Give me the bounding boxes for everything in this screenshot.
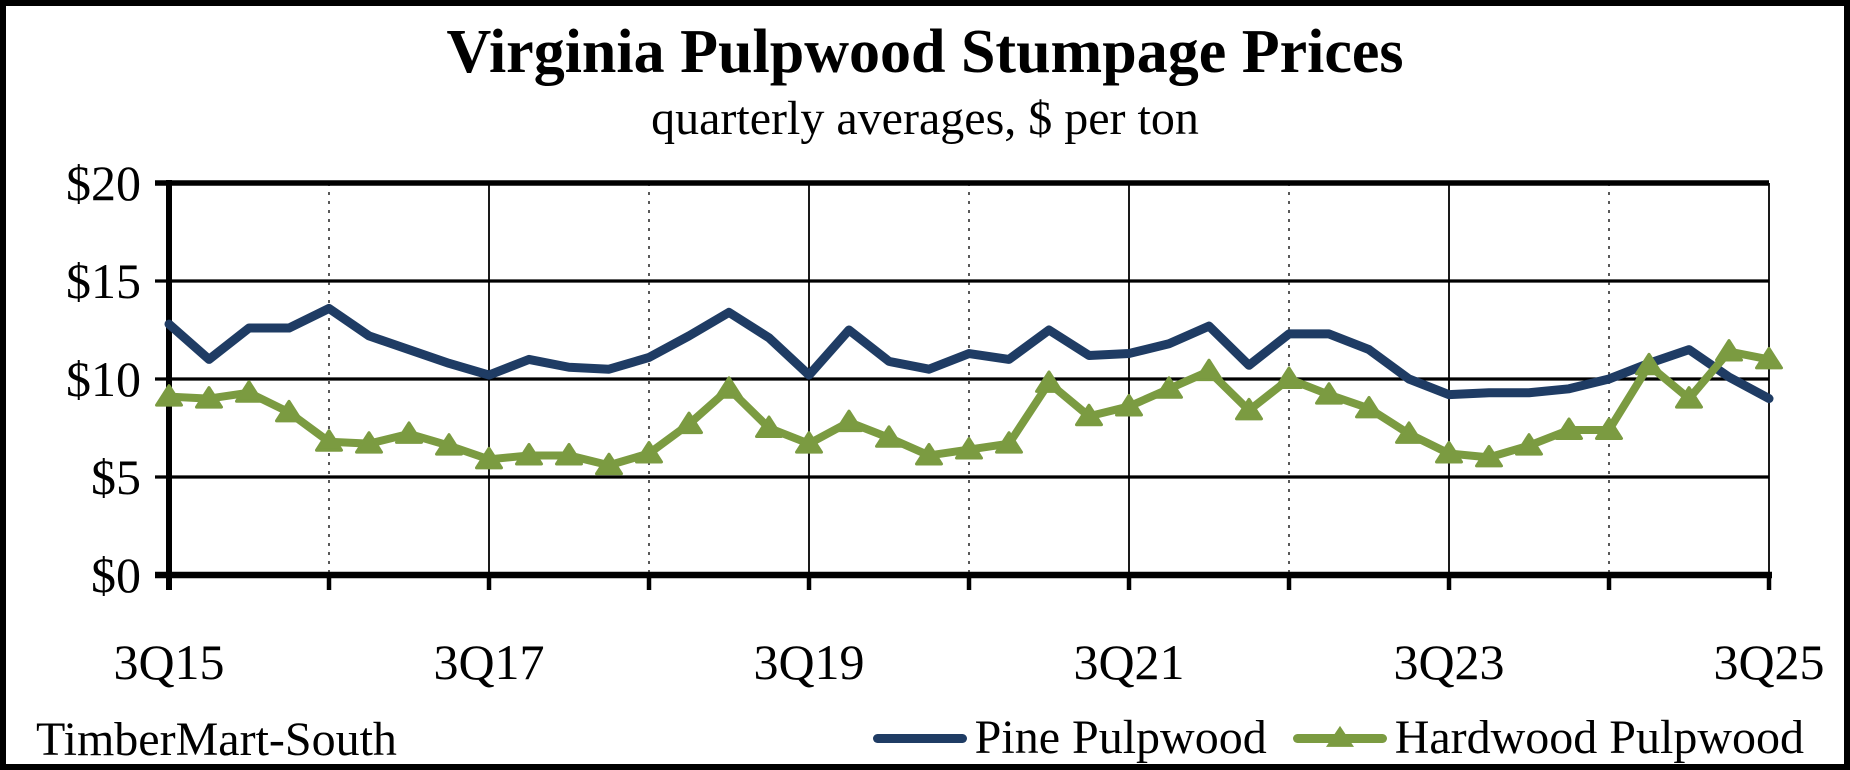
hardwood-marker-triangle-icon xyxy=(595,452,623,476)
hardwood-marker-triangle-icon xyxy=(1595,417,1623,440)
hardwood-marker-triangle-icon xyxy=(995,431,1023,454)
hardwood-marker-triangle-icon xyxy=(1195,358,1223,382)
chart-subtitle: quarterly averages, $ per ton xyxy=(651,92,1199,145)
hardwood-marker-triangle-icon xyxy=(1235,397,1263,421)
y-axis-tick-label: $5 xyxy=(91,449,141,505)
y-axis-tick-label: $10 xyxy=(66,351,141,407)
hardwood-marker-triangle-icon xyxy=(1715,339,1743,362)
hardwood-marker-triangle-icon xyxy=(515,442,543,466)
hardwood-marker-triangle-icon xyxy=(1155,376,1183,399)
hardwood-marker-triangle-icon xyxy=(1395,421,1423,444)
hardwood-marker-triangle-icon xyxy=(915,442,943,466)
hardwood-marker-triangle-icon xyxy=(555,442,583,466)
hardwood-marker-triangle-icon xyxy=(715,376,743,399)
chart-title: Virginia Pulpwood Stumpage Prices xyxy=(446,18,1404,86)
hardwood-marker-triangle-icon xyxy=(315,429,343,452)
hardwood-legend-line-icon xyxy=(1292,725,1387,747)
hardwood-marker-triangle-icon xyxy=(475,446,503,470)
hardwood-marker-triangle-icon xyxy=(1275,366,1303,389)
x-axis-tick-label: 3Q25 xyxy=(1713,634,1824,690)
hardwood-legend-triangle-icon xyxy=(1325,725,1354,747)
y-axis-tick-label: $15 xyxy=(66,253,141,309)
source-label: TimberMart-South xyxy=(36,713,397,766)
hardwood-marker-triangle-icon xyxy=(1475,444,1503,468)
legend: Pine Pulpwood Hardwood Pulpwood xyxy=(872,711,1804,764)
x-axis-tick-label: 3Q21 xyxy=(1073,634,1184,690)
hardwood-marker-triangle-icon xyxy=(195,386,223,409)
hardwood-marker-triangle-icon xyxy=(755,415,783,438)
hardwood-marker-triangle-icon xyxy=(235,380,263,403)
hardwood-marker-triangle-icon xyxy=(355,431,383,454)
hardwood-legend-label: Hardwood Pulpwood xyxy=(1394,711,1804,764)
hardwood-marker-triangle-icon xyxy=(1115,393,1143,417)
hardwood-marker-triangle-icon xyxy=(795,431,823,454)
hardwood-marker-triangle-icon xyxy=(1435,440,1463,464)
hardwood-marker-triangle-icon xyxy=(155,384,183,407)
hardwood-marker-triangle-icon xyxy=(1515,433,1543,456)
hardwood-marker-triangle-icon xyxy=(1635,352,1663,376)
hardwood-marker-triangle-icon xyxy=(1675,386,1703,409)
x-axis-tick-label: 3Q19 xyxy=(753,634,864,690)
hardwood-marker-triangle-icon xyxy=(1035,370,1063,393)
pine-series-line xyxy=(164,303,1774,404)
hardwood-marker-triangle-icon xyxy=(1355,395,1383,419)
hardwood-marker-triangle-icon xyxy=(275,399,303,423)
hardwood-marker-triangle-icon xyxy=(435,433,463,456)
hardwood-marker-triangle-icon xyxy=(955,437,983,460)
pine-legend-label: Pine Pulpwood xyxy=(974,711,1267,764)
x-axis-tick-label: 3Q15 xyxy=(113,634,224,690)
x-axis-tick-label: 3Q23 xyxy=(1393,634,1504,690)
hardwood-marker-triangle-icon xyxy=(835,409,863,433)
hardwood-marker-triangle-icon xyxy=(1315,382,1343,405)
hardwood-marker-triangle-icon xyxy=(395,421,423,444)
hardwood-marker-triangle-icon xyxy=(1555,417,1583,440)
hardwood-marker-triangle-icon xyxy=(1075,403,1103,427)
hardwood-marker-triangle-icon xyxy=(1755,346,1783,370)
hardwood-marker-triangle-icon xyxy=(875,425,903,448)
hardwood-marker-triangle-icon xyxy=(635,440,663,464)
x-axis-tick-label: 3Q17 xyxy=(433,634,544,690)
y-axis-tick-label: $0 xyxy=(91,547,141,603)
pine-legend-line-icon xyxy=(872,733,967,743)
hardwood-marker-triangle-icon xyxy=(675,411,703,435)
y-axis-tick-label: $20 xyxy=(66,155,141,211)
